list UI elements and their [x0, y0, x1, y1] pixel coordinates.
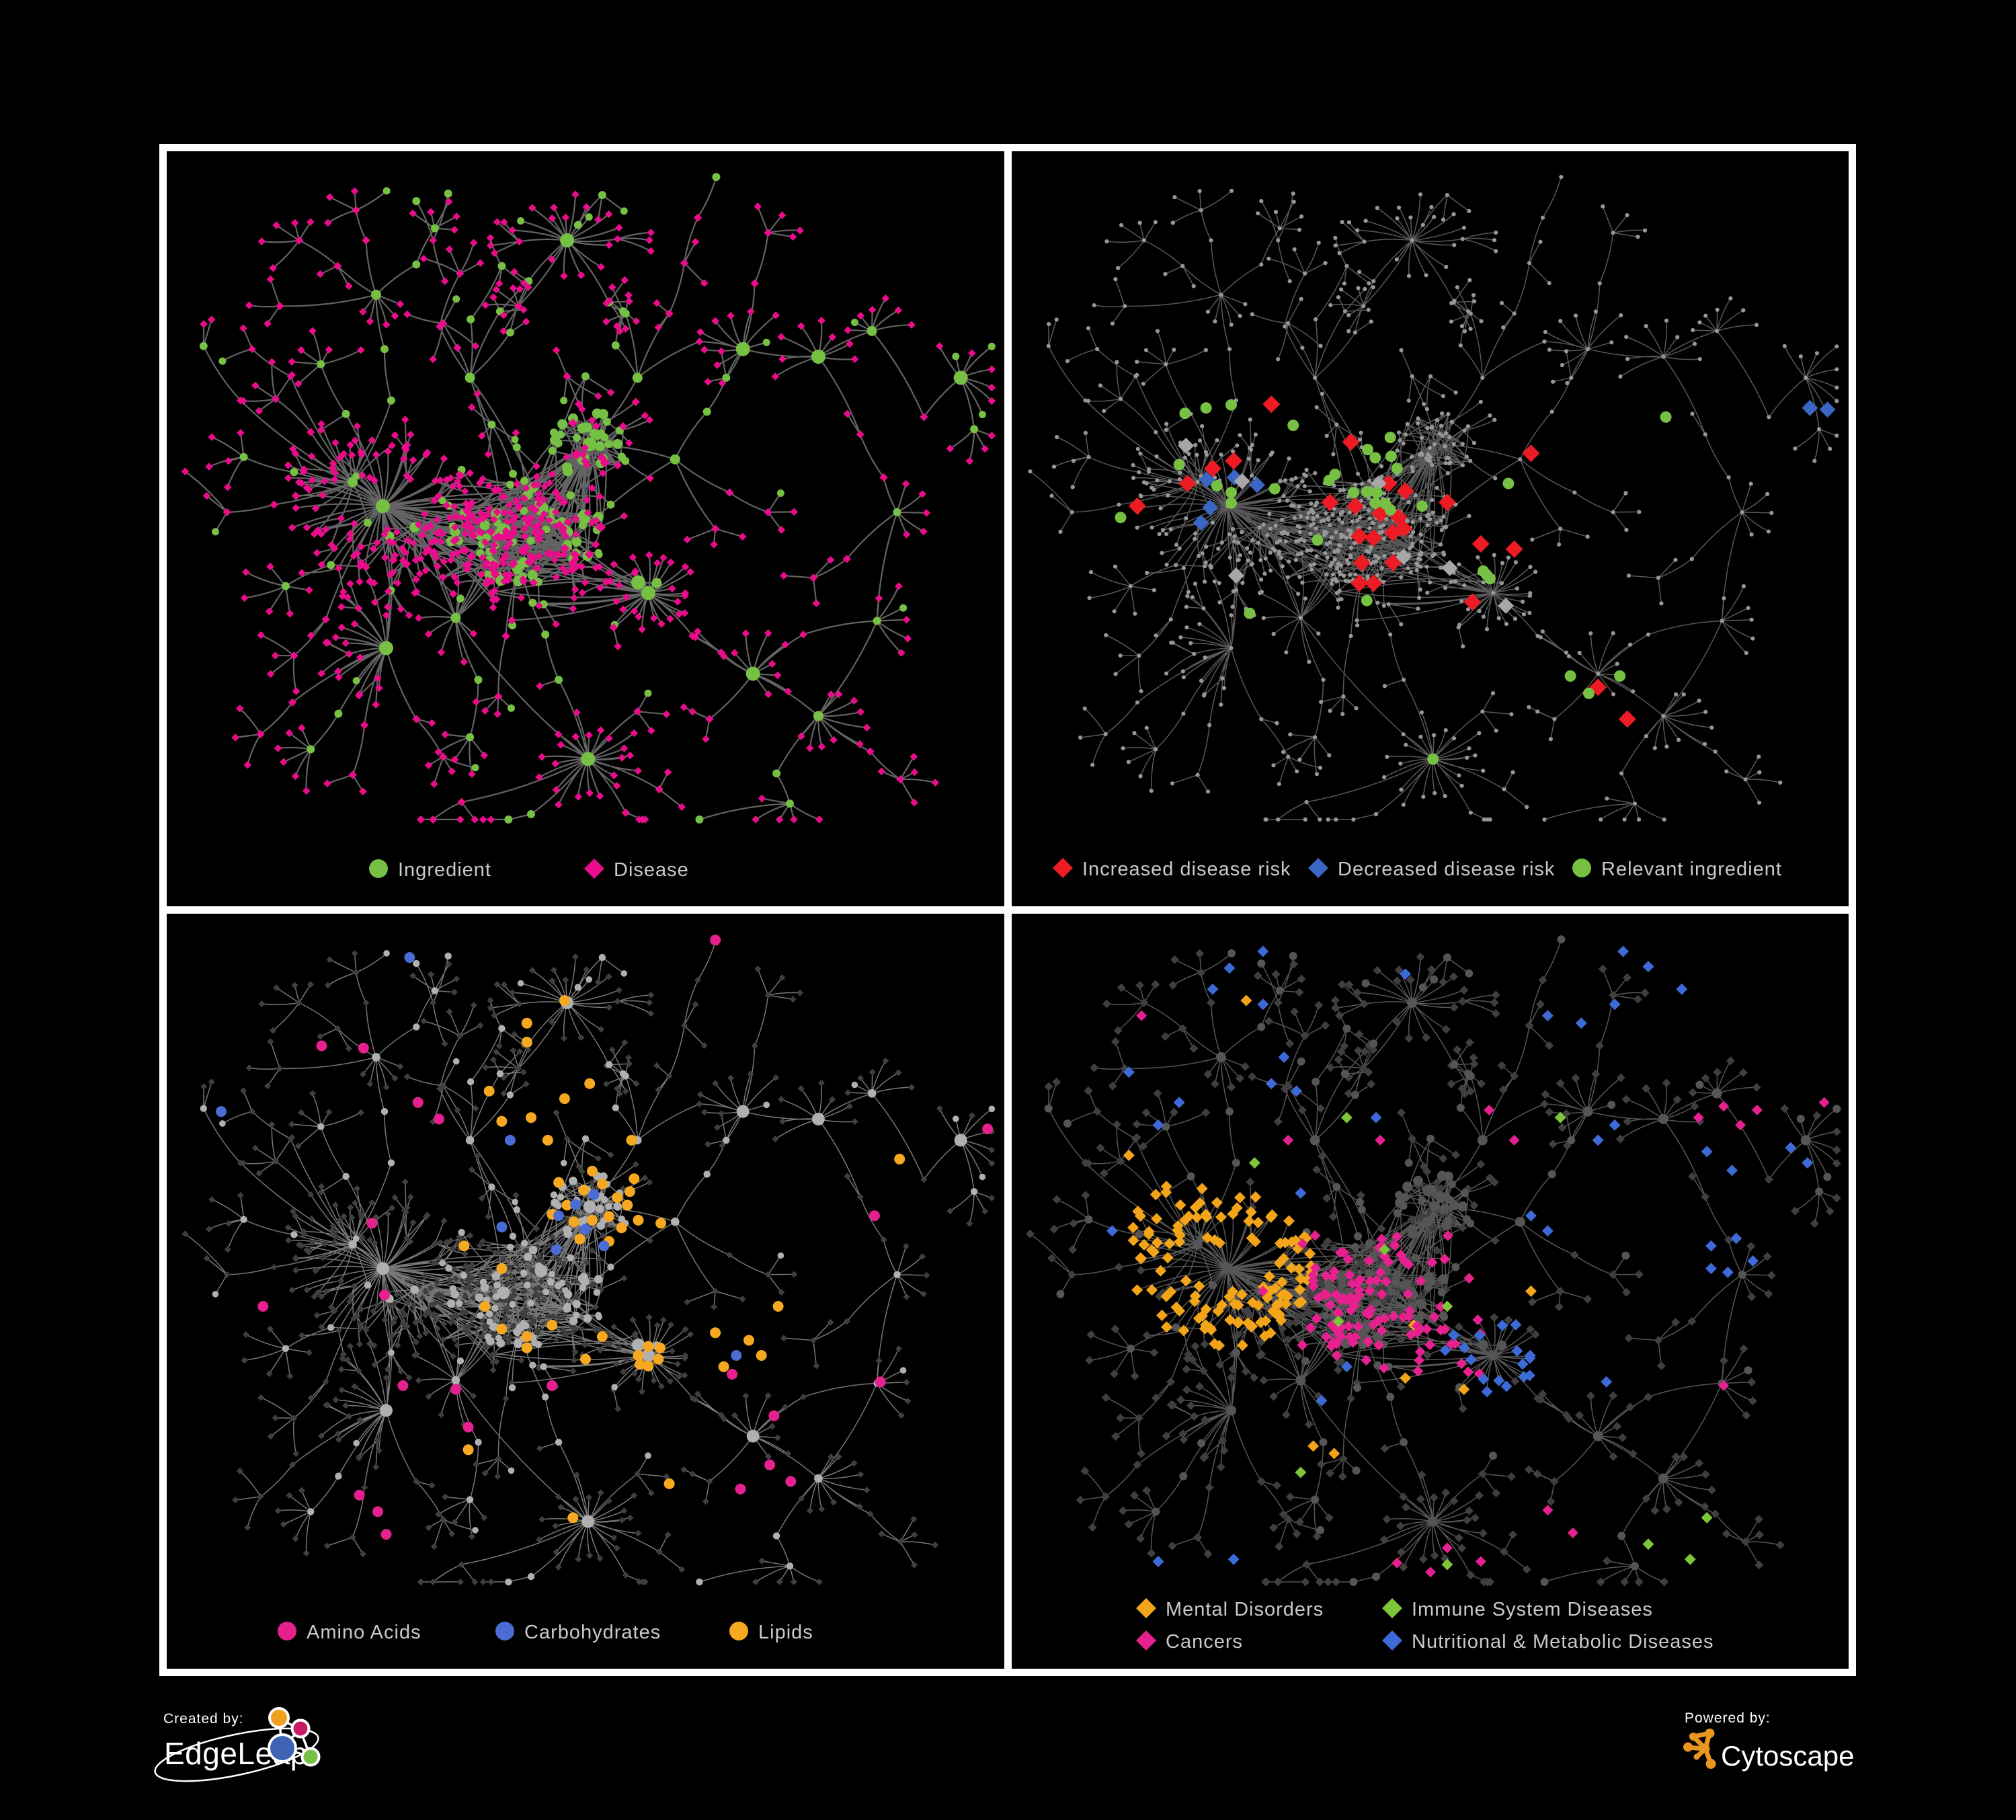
svg-text:Mental Disorders: Mental Disorders	[1166, 1599, 1324, 1620]
svg-text:Increased disease risk: Increased disease risk	[1082, 859, 1291, 880]
svg-text:Carbohydrates: Carbohydrates	[524, 1622, 661, 1643]
svg-text:Created by:: Created by:	[163, 1711, 244, 1727]
svg-text:Decreased disease risk: Decreased disease risk	[1338, 859, 1555, 880]
svg-text:Relevant ingredient: Relevant ingredient	[1601, 859, 1782, 880]
svg-text:Cancers: Cancers	[1166, 1631, 1243, 1653]
svg-text:Amino Acids: Amino Acids	[307, 1622, 421, 1643]
svg-text:Disease: Disease	[614, 859, 689, 881]
svg-text:Cytoscape: Cytoscape	[1721, 1740, 1854, 1772]
svg-text:Ingredient: Ingredient	[398, 859, 491, 881]
svg-text:Nutritional & Metabolic Diseas: Nutritional & Metabolic Diseases	[1412, 1631, 1713, 1653]
svg-text:Powered by:: Powered by:	[1685, 1710, 1771, 1726]
svg-text:Lipids: Lipids	[758, 1622, 813, 1643]
svg-text:Immune System Diseases: Immune System Diseases	[1412, 1599, 1653, 1620]
